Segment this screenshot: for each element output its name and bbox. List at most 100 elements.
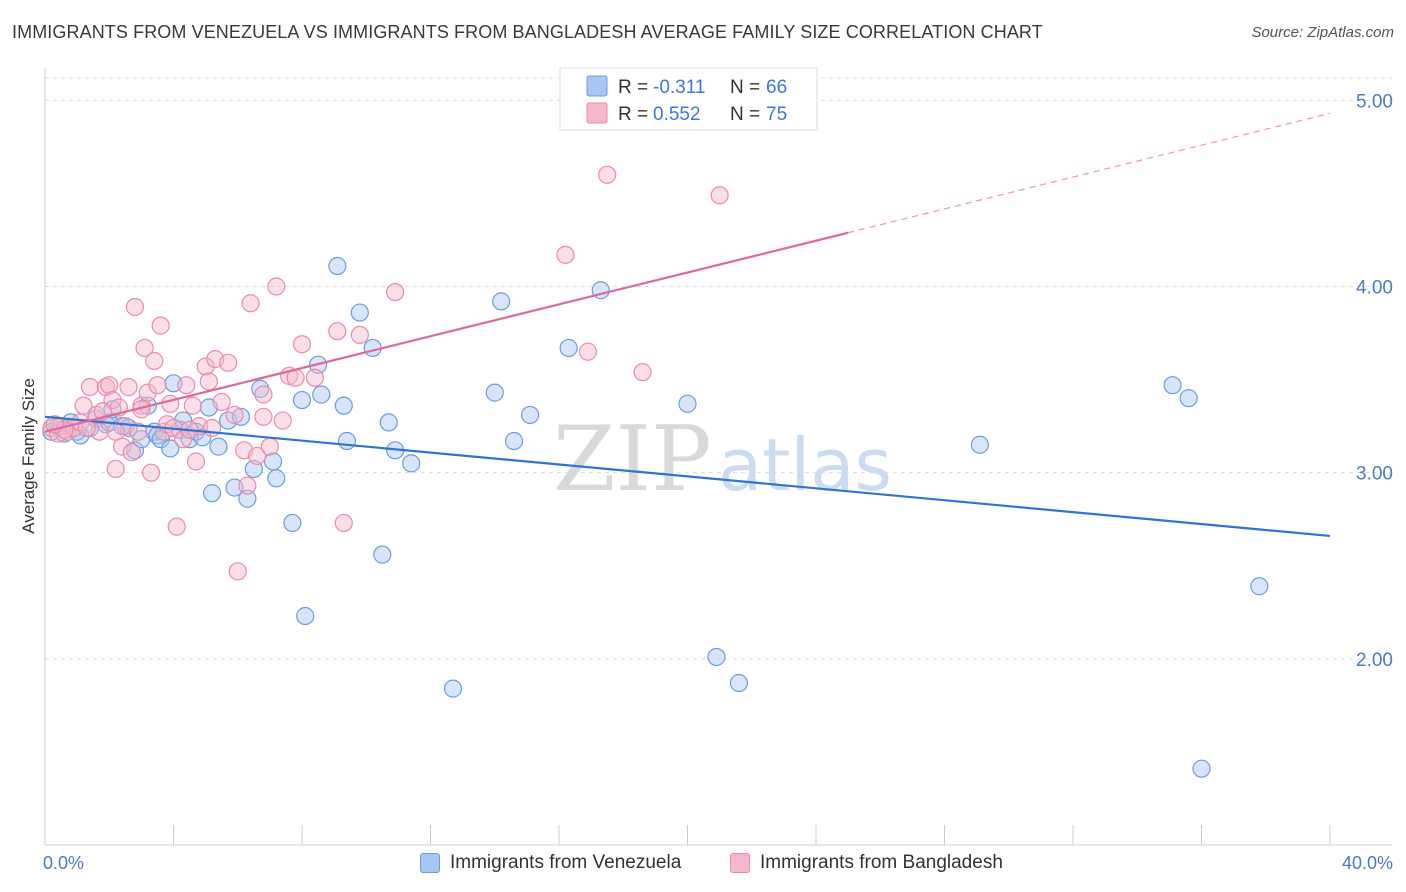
y-tick-label-0: 2.00 — [1356, 650, 1393, 671]
point-pink-60 — [556, 245, 575, 264]
point-blue-41 — [312, 385, 331, 404]
point-blue-64 — [1192, 759, 1211, 778]
point-blue-58 — [678, 394, 697, 413]
point-blue-28 — [209, 437, 228, 456]
point-blue-59 — [707, 647, 726, 667]
series-swatch-venezuela — [420, 853, 440, 873]
point-pink-7 — [80, 377, 100, 397]
series-swatch-bangladesh — [730, 853, 750, 873]
point-pink-20 — [129, 422, 148, 441]
y-axis-label: Average Family Size — [19, 378, 38, 534]
series-label-bangladesh: Immigrants from Bangladesh — [760, 852, 1003, 873]
legend-r-value-1: -0.311 — [653, 77, 705, 98]
point-pink-34 — [177, 376, 196, 395]
point-pink-11 — [100, 376, 119, 395]
trend-line-pink — [44, 231, 849, 433]
point-pink-62 — [598, 165, 617, 184]
series-label-venezuela: Immigrants from Venezuela — [450, 852, 682, 873]
grid-lines — [45, 77, 1392, 660]
series-legend-venezuela: Immigrants from Venezuela — [420, 852, 681, 874]
point-blue-44 — [337, 431, 357, 451]
point-blue-53 — [492, 292, 511, 311]
point-blue-50 — [402, 454, 421, 473]
point-blue-62 — [1163, 376, 1182, 395]
point-pink-47 — [241, 294, 260, 313]
point-pink-51 — [267, 277, 286, 296]
point-pink-27 — [151, 316, 170, 335]
point-pink-32 — [167, 517, 186, 536]
point-blue-37 — [283, 513, 302, 533]
point-pink-57 — [334, 513, 353, 533]
series-legend-bangladesh: Immigrants from Bangladesh — [730, 852, 1003, 874]
point-pink-63 — [633, 363, 652, 382]
y-tick-label-2: 4.00 — [1356, 278, 1393, 299]
point-pink-30 — [161, 394, 180, 413]
point-pink-50 — [260, 437, 279, 456]
legend-r-label-1: R = — [618, 77, 648, 98]
point-blue-54 — [504, 431, 524, 451]
point-pink-26 — [148, 376, 167, 395]
point-blue-35 — [263, 452, 283, 471]
point-pink-6 — [74, 396, 93, 415]
legend-n-value-1: 66 — [766, 77, 787, 98]
point-pink-55 — [305, 368, 324, 387]
correlation-legend: R = -0.311 N = 66 R = 0.552 N = 75 — [559, 67, 818, 131]
legend-swatch-bangladesh — [586, 102, 608, 124]
point-blue-63 — [1179, 389, 1198, 408]
point-blue-51 — [443, 679, 463, 698]
point-blue-48 — [379, 413, 398, 432]
point-blue-43 — [334, 396, 353, 415]
legend-swatch-venezuela — [586, 75, 608, 97]
point-pink-59 — [386, 282, 405, 302]
point-pink-17 — [119, 377, 138, 397]
axes — [44, 68, 1392, 846]
series-legend: Immigrants from Venezuela Immigrants fro… — [0, 852, 1406, 878]
point-blue-55 — [520, 405, 540, 425]
point-pink-38 — [196, 357, 215, 376]
point-pink-19 — [125, 297, 145, 317]
point-blue-56 — [559, 338, 578, 358]
trend-line-pink-extension — [847, 112, 1331, 234]
point-pink-54 — [292, 335, 312, 354]
point-pink-46 — [238, 476, 257, 495]
point-pink-42 — [219, 353, 238, 372]
point-blue-34 — [251, 379, 270, 398]
legend-r-value-2: 0.552 — [653, 104, 701, 125]
point-pink-18 — [122, 443, 141, 462]
point-pink-13 — [106, 459, 125, 479]
point-pink-43 — [225, 405, 244, 425]
point-blue-47 — [373, 545, 392, 564]
point-pink-56 — [328, 322, 347, 341]
point-pink-39 — [199, 372, 218, 391]
x-tick-label-right: 40.0% — [1342, 853, 1393, 873]
point-blue-19 — [161, 439, 180, 458]
point-pink-24 — [141, 463, 161, 482]
point-pink-35 — [183, 396, 202, 415]
point-pink-64 — [710, 186, 729, 205]
legend-r-label-2: R = — [618, 104, 648, 125]
point-pink-44 — [228, 562, 247, 581]
x-tick-label-left: 0.0% — [43, 853, 84, 873]
watermark: ZIP atlas — [553, 407, 892, 512]
point-blue-65 — [1250, 577, 1269, 596]
tick-labels: 2.00 3.00 4.00 5.00 0.0% 40.0% — [43, 91, 1393, 873]
point-pink-66 — [77, 418, 96, 438]
point-blue-38 — [292, 390, 312, 410]
point-blue-42 — [328, 256, 347, 276]
legend-n-label-2: N = — [730, 104, 760, 125]
point-pink-22 — [135, 338, 154, 358]
point-pink-52 — [273, 411, 292, 430]
legend-n-value-2: 75 — [766, 104, 787, 125]
watermark-atlas: atlas — [718, 423, 892, 507]
point-pink-48 — [247, 446, 267, 466]
point-blue-60 — [729, 673, 749, 693]
trend-lines — [44, 112, 1331, 538]
point-pink-36 — [186, 452, 206, 471]
point-pink-58 — [350, 325, 369, 345]
point-blue-61 — [970, 435, 989, 454]
point-pink-25 — [145, 351, 164, 371]
point-blue-52 — [485, 383, 504, 402]
trend-line-blue — [44, 415, 1331, 538]
point-blue-45 — [350, 303, 369, 322]
